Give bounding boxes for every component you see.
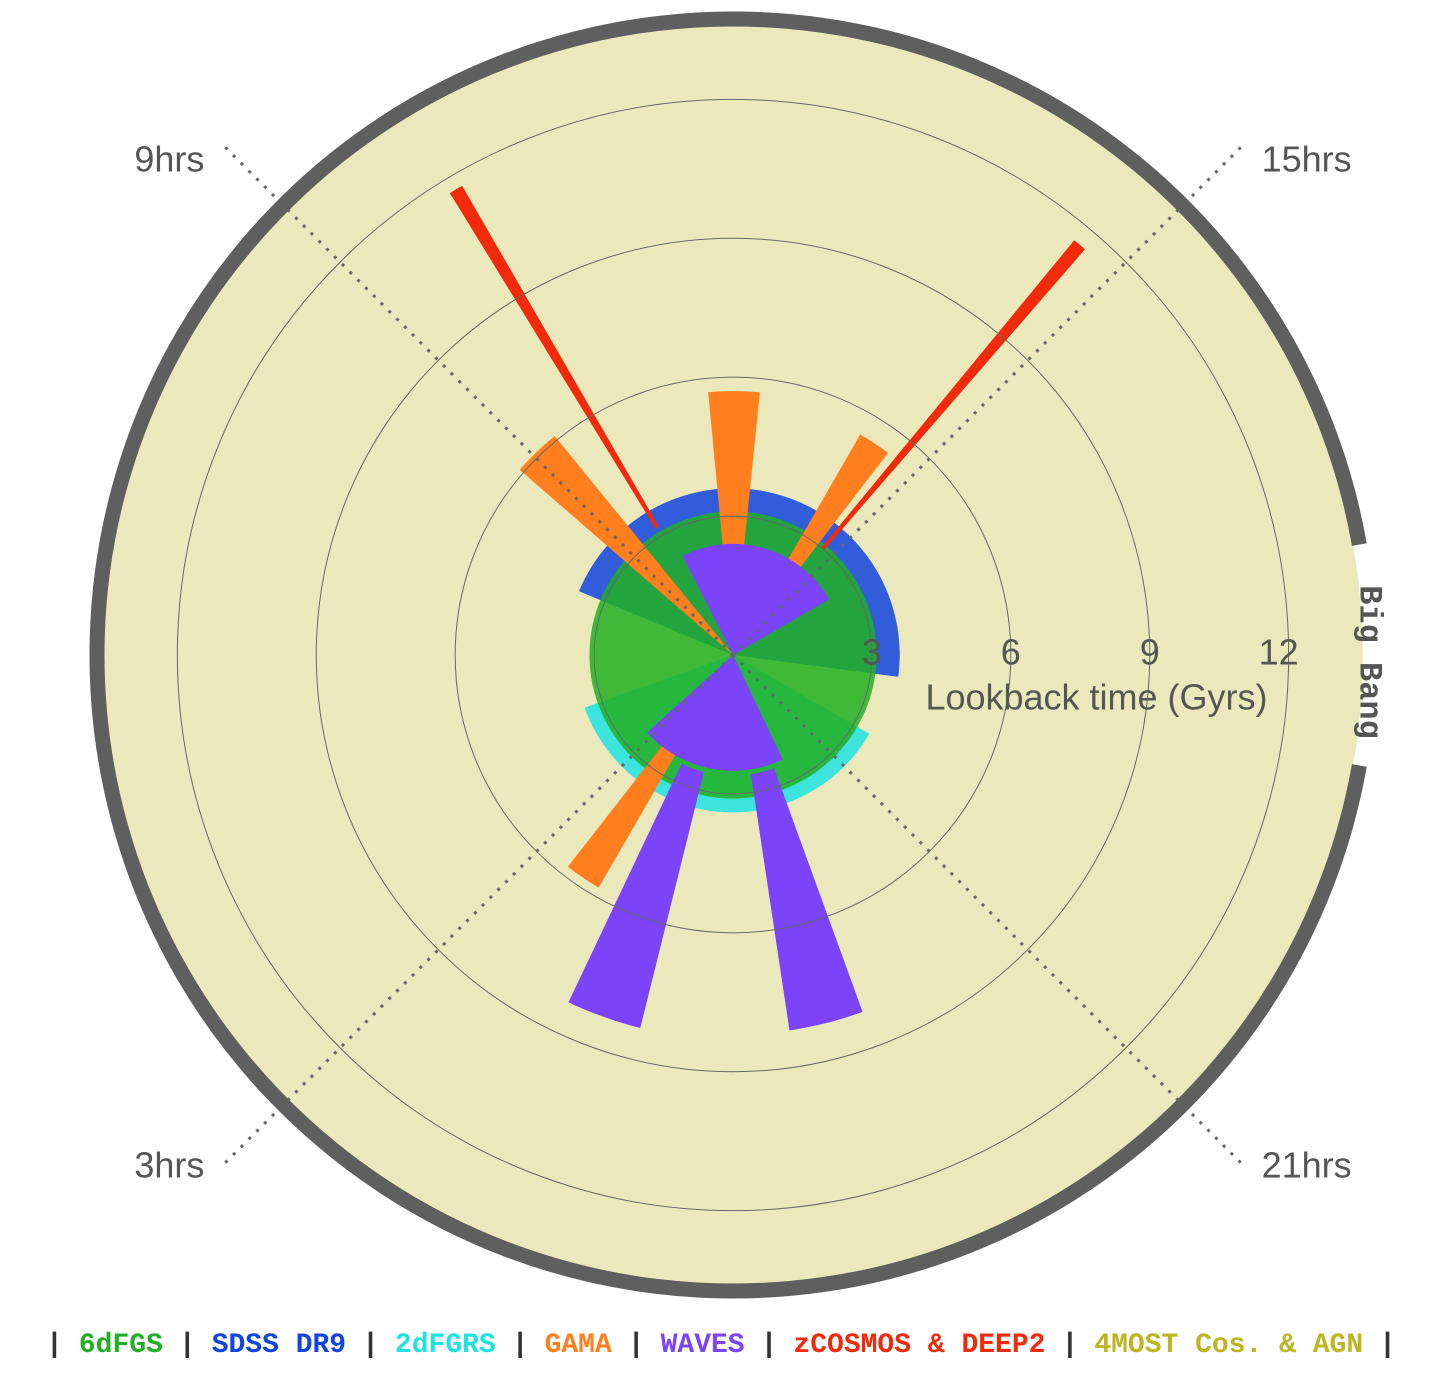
legend-entry: WAVES	[660, 1329, 745, 1361]
survey-wedge	[708, 391, 760, 655]
legend: | 6dFGS | SDSS DR9 | 2dFGRS | GAMA | WAVES | zCOSMO…	[0, 1322, 1442, 1368]
ra-tick-label: 9hrs	[134, 139, 204, 180]
legend-separator: |	[178, 1329, 196, 1361]
ra-tick-label: 3hrs	[134, 1145, 204, 1186]
grid-ring	[593, 515, 873, 795]
survey-wedge	[821, 240, 1085, 551]
r-tick-label: 9	[1140, 632, 1160, 673]
grid-ring	[315, 237, 1151, 1073]
survey-wedge	[449, 185, 659, 529]
r-tick-label: 6	[1001, 632, 1021, 673]
ra-tick-label: 15hrs	[1262, 139, 1352, 180]
r-tick-label: 3	[862, 632, 882, 673]
legend-entry: 2dFGRS	[394, 1329, 496, 1361]
ra-tick-label: 21hrs	[1262, 1145, 1352, 1186]
r-axis-label: Lookback time (Gyrs)	[925, 677, 1267, 718]
r-tick-label: 12	[1259, 632, 1299, 673]
legend-entry: SDSS DR9	[211, 1329, 347, 1361]
legend-entry: 6dFGS	[78, 1329, 163, 1361]
legend-separator: |	[46, 1329, 63, 1361]
grid-ring	[454, 376, 1012, 934]
legend-separator: |	[760, 1329, 778, 1361]
legend-separator: |	[627, 1329, 645, 1361]
legend-entry: GAMA	[544, 1329, 612, 1361]
legend-separator: |	[1061, 1329, 1079, 1361]
big-bang-ring	[89, 11, 1367, 1299]
survey-wedge	[750, 768, 863, 1031]
survey-wedge	[568, 763, 704, 1028]
legend-separator: |	[511, 1329, 529, 1361]
legend-separator: |	[1379, 1329, 1396, 1361]
legend-entry: 4MOST Cos. & AGN	[1094, 1329, 1364, 1361]
survey-wedge	[682, 543, 830, 655]
survey-wedge	[519, 436, 733, 655]
legend-entry: zCOSMOS & DEEP2	[793, 1329, 1046, 1361]
grid-ring	[176, 98, 1290, 1212]
legend-separator: |	[362, 1329, 379, 1361]
big-bang-label: Big Bang	[1351, 585, 1388, 739]
survey-wedge	[647, 655, 783, 771]
